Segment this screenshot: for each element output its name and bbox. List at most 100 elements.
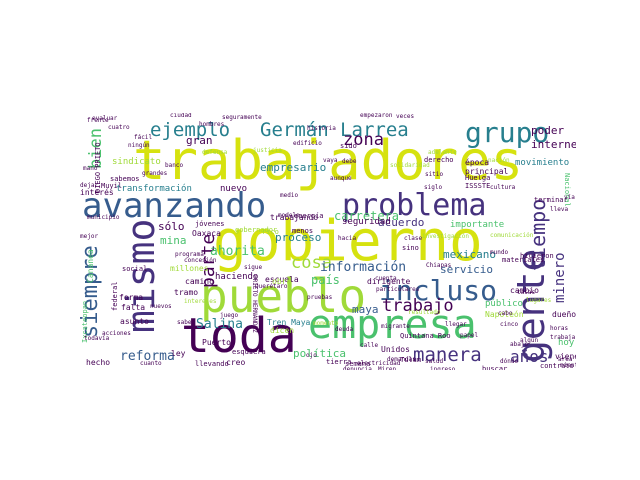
word: interés <box>80 188 114 197</box>
word: tramo <box>174 288 199 297</box>
word: reforma <box>120 349 175 364</box>
word: problema <box>342 188 487 223</box>
word: sindicato <box>112 157 161 167</box>
word: Muyil <box>101 182 123 190</box>
word: sigue <box>244 264 263 271</box>
word: social <box>122 265 148 273</box>
word: fácil <box>134 134 153 141</box>
word: demandas <box>387 356 416 363</box>
word: dejar <box>80 182 99 189</box>
word: maya <box>352 303 379 316</box>
word: deuda <box>335 326 354 333</box>
word: hacia <box>338 235 357 242</box>
word: nuevo <box>220 184 248 194</box>
word: defensa <box>202 149 228 156</box>
word: dicen <box>270 326 295 335</box>
word: mano <box>83 165 98 172</box>
word: cosa <box>291 253 332 273</box>
word: carretera <box>334 209 400 223</box>
word: nación <box>488 157 510 164</box>
word: pruebas <box>307 294 333 301</box>
word: intereses <box>184 298 217 305</box>
word: Tren Maya <box>267 318 311 327</box>
word: principal <box>465 167 509 176</box>
word: rico <box>262 228 279 236</box>
word: papel <box>460 332 479 339</box>
word: ISSSTE <box>465 182 491 190</box>
word: electricidad <box>357 360 401 367</box>
word: cultura <box>490 184 516 191</box>
word: justicia <box>253 147 282 154</box>
word: minero <box>552 252 568 303</box>
word: mexicano <box>443 248 496 261</box>
word: Napoleón <box>485 310 524 319</box>
word: energía <box>294 212 324 220</box>
word: modelo <box>278 212 300 219</box>
word: dirigente <box>367 277 411 286</box>
word: abajo <box>510 341 529 348</box>
word: lugares <box>526 297 552 304</box>
word: política <box>293 347 346 360</box>
word: materiales <box>502 256 545 264</box>
word: frente <box>87 117 109 124</box>
word: millones <box>170 264 209 273</box>
word: Miren <box>378 366 397 371</box>
word: saben <box>177 319 196 326</box>
word: asunto <box>120 317 149 326</box>
word: llegar <box>445 321 467 328</box>
word: cabo <box>498 310 513 317</box>
word: tierra <box>326 358 352 366</box>
word: hombres <box>199 121 225 128</box>
word: Cananea <box>86 249 95 283</box>
word: sitio <box>425 171 444 178</box>
word: forma <box>119 293 144 302</box>
word: Chiapas <box>426 262 452 269</box>
word: escuela <box>265 275 299 284</box>
word: menos <box>292 227 314 235</box>
word: Salina <box>196 317 243 332</box>
word: momento <box>313 320 339 327</box>
word: camino <box>185 277 214 286</box>
word: ahorita <box>210 244 265 259</box>
word: Unidos <box>381 345 410 354</box>
word: investigación <box>422 233 469 240</box>
word: todavía <box>84 335 110 342</box>
word: solidaridad <box>390 162 430 169</box>
word: cinco <box>500 321 519 328</box>
word: derecho <box>424 156 454 164</box>
word: lleva <box>550 206 569 213</box>
word: sino <box>402 244 419 252</box>
word: internet <box>531 138 576 151</box>
word: cuatro <box>108 124 130 131</box>
word: hecho <box>86 358 111 367</box>
word: incluso <box>379 274 498 307</box>
word: PRIETO HERNÁNDEZ <box>251 275 258 333</box>
word: trabajadores <box>133 129 524 192</box>
word: trabajo <box>382 296 454 316</box>
word: empresario <box>260 161 327 174</box>
word: grupo <box>465 116 550 149</box>
word: debe <box>342 158 357 165</box>
word: sólo <box>158 220 185 233</box>
word: área <box>558 356 573 363</box>
word: vía <box>564 194 575 201</box>
word: toda <box>181 308 297 364</box>
word: esquiera <box>232 348 266 356</box>
word: falta <box>121 303 146 312</box>
word: Puerto <box>202 338 231 347</box>
word: comunicación <box>490 232 534 239</box>
word: hicieron <box>520 252 554 260</box>
word: mejor <box>80 233 99 240</box>
word: edificio <box>293 140 322 147</box>
word: seguridad <box>342 217 391 227</box>
word: haciendo <box>215 272 259 282</box>
word: sabemos <box>110 175 140 183</box>
word: denuncia <box>343 366 372 371</box>
word: ojo <box>306 352 317 359</box>
word: importante <box>450 220 505 230</box>
word: seguramente <box>222 114 262 121</box>
word: Querétaro <box>255 283 288 290</box>
word: grandes <box>142 170 168 177</box>
word: público <box>485 299 523 309</box>
word: horas <box>550 325 569 332</box>
